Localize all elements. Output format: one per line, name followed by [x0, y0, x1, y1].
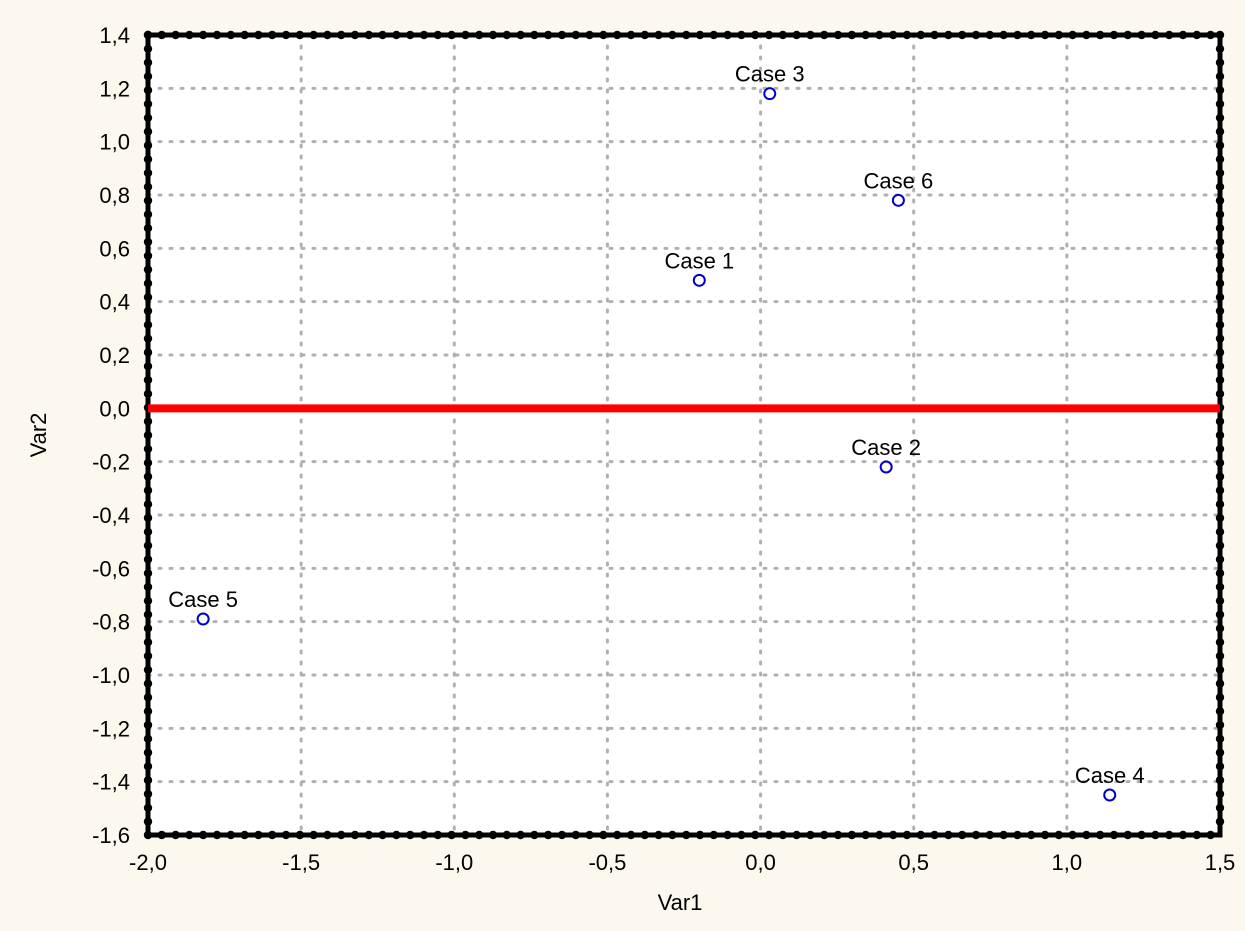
x-axis-title: Var1 [658, 890, 703, 915]
y-tick-label: -1,6 [92, 823, 130, 848]
data-point-label: Case 6 [864, 168, 934, 193]
data-point-label: Case 2 [851, 435, 921, 460]
x-tick-label: 0,0 [745, 850, 776, 875]
x-tick-label: -2,0 [129, 850, 167, 875]
y-tick-label: 0,6 [99, 236, 130, 261]
data-point [1103, 788, 1117, 802]
y-tick-label: 0,0 [99, 396, 130, 421]
y-tick-label: -0,8 [92, 610, 130, 635]
y-tick-label: -0,4 [92, 503, 130, 528]
y-tick-label: -1,2 [92, 716, 130, 741]
data-point-label: Case 3 [735, 62, 805, 87]
x-tick-label: -0,5 [588, 850, 626, 875]
y-tick-label: 1,0 [99, 130, 130, 155]
x-tick-label: -1,0 [435, 850, 473, 875]
x-tick-label: -1,5 [282, 850, 320, 875]
y-tick-label: -0,2 [92, 450, 130, 475]
y-tick-label: -1,4 [92, 770, 130, 795]
data-point [879, 460, 893, 474]
x-axis-tick-labels: -2,0 -1,5 -1,0 -0,5 0,0 0,5 1,0 1,5 [129, 850, 1235, 875]
data-point [763, 87, 777, 101]
y-tick-label: 1,2 [99, 76, 130, 101]
x-tick-label: 1,0 [1052, 850, 1083, 875]
y-tick-label: 0,8 [99, 183, 130, 208]
x-tick-label: 0,5 [898, 850, 929, 875]
y-axis-title: Var2 [26, 413, 51, 458]
x-tick-label: 1,5 [1205, 850, 1236, 875]
y-tick-label: -0,6 [92, 556, 130, 581]
plot-area [148, 35, 1220, 835]
data-point [692, 273, 706, 287]
y-tick-label: 1,4 [99, 23, 130, 48]
data-point-label: Case 1 [664, 248, 734, 273]
grid-lines [146, 33, 1222, 837]
data-points: Case 1 Case 2 Case 3 Case 4 Case 5 Case 6 [168, 62, 1145, 802]
y-tick-label: 0,2 [99, 343, 130, 368]
y-tick-label: 0,4 [99, 290, 130, 315]
data-point [891, 193, 905, 207]
data-point-label: Case 4 [1075, 763, 1145, 788]
plot-frame [145, 32, 1223, 838]
y-axis-tick-labels: 1,4 1,2 1,0 0,8 0,6 0,4 0,2 0,0 -0,2 -0,4 -0,6 -0,8… [92, 23, 130, 848]
data-point [196, 612, 210, 626]
data-point-label: Case 5 [168, 587, 238, 612]
y-tick-label: -1,0 [92, 663, 130, 688]
